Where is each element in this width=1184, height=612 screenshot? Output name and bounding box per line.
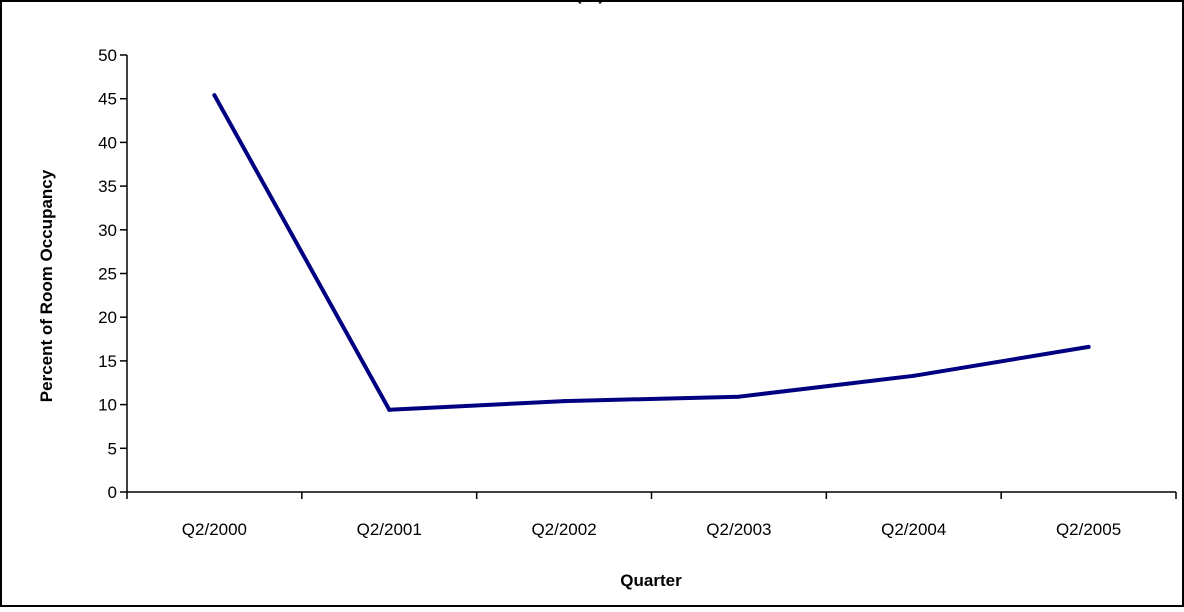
y-tick-label: 50	[98, 46, 117, 65]
x-tick-label: Q2/2002	[531, 520, 596, 539]
x-axis: Q2/2000 Q2/2001 Q2/2002 Q2/2003 Q2/2004 Q2/20…	[126, 491, 1177, 539]
y-tick-label: 35	[98, 177, 117, 196]
x-tick-label: Q2/2000	[182, 520, 247, 539]
y-tick-label: 30	[98, 221, 117, 240]
data-point	[387, 407, 392, 412]
series-layer	[212, 93, 1091, 412]
x-tick-label: Q2/2003	[706, 520, 771, 539]
y-tick-label: 25	[98, 265, 117, 284]
y-tick-label: 40	[98, 133, 117, 152]
data-point	[562, 399, 567, 404]
data-point	[736, 394, 741, 399]
series-line	[212, 93, 1091, 412]
data-point	[212, 93, 217, 98]
chart-title: (…)	[576, 0, 604, 4]
y-axis-title: Percent of Room Occupancy	[37, 169, 56, 402]
x-tick-label: Q2/2004	[881, 520, 946, 539]
y-tick-label: 0	[108, 483, 117, 502]
y-tick-label: 15	[98, 352, 117, 371]
y-tick-label: 10	[98, 396, 117, 415]
x-tick-label: Q2/2005	[1056, 520, 1121, 539]
data-point	[1086, 344, 1091, 349]
data-point	[911, 373, 916, 378]
y-axis: 0 5 10 15 20 25 30 35 40 45 50	[98, 46, 128, 502]
y-tick-label: 45	[98, 90, 117, 109]
x-axis-title: Quarter	[620, 571, 682, 590]
y-tick-label: 5	[108, 439, 117, 458]
x-tick-label: Q2/2001	[357, 520, 422, 539]
y-tick-label: 20	[98, 308, 117, 327]
